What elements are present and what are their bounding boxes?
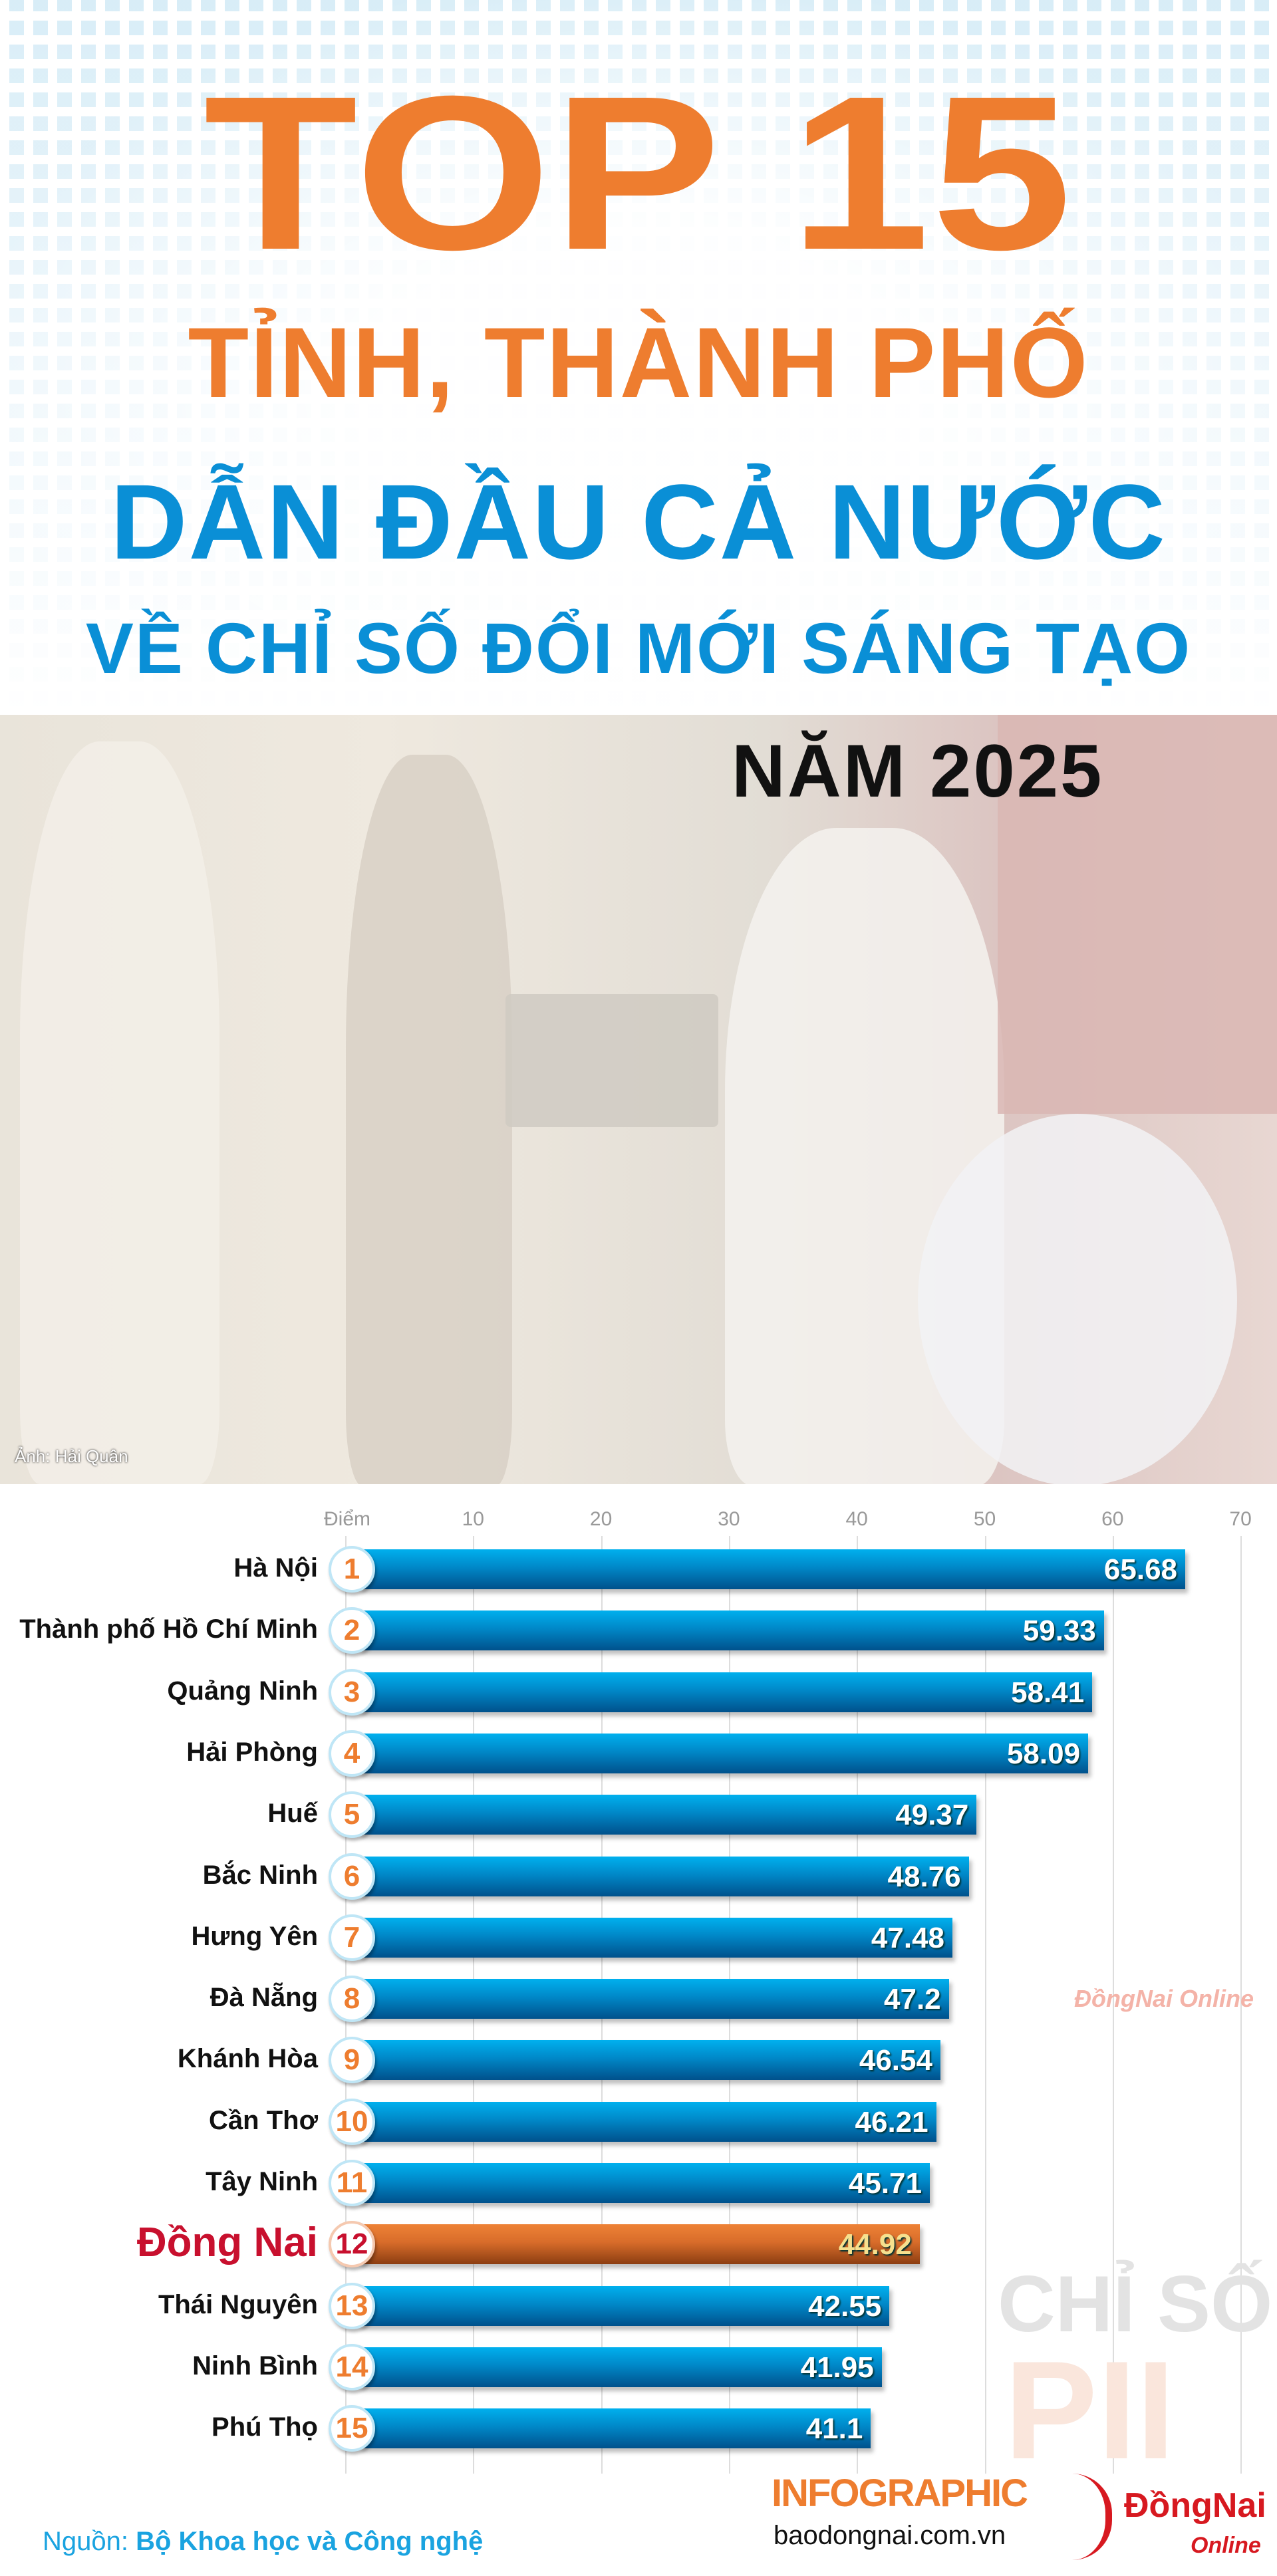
tick-label: 40	[845, 1508, 868, 1530]
rank-badge: 10	[329, 2098, 375, 2145]
data-label: 41.95	[800, 2351, 874, 2384]
data-label: 41.1	[805, 2412, 863, 2446]
data-label: 49.37	[895, 1799, 969, 1832]
bar: 42.55	[359, 2285, 890, 2326]
watermark-pii: PII	[1004, 2332, 1175, 2488]
rank-badge: 9	[329, 2037, 375, 2084]
rank-badge: 1	[329, 1546, 375, 1593]
data-label: 48.76	[887, 1860, 961, 1893]
bar: 41.95	[359, 2347, 882, 2387]
bar: 58.09	[359, 1733, 1089, 1773]
category-label: Quảng Ninh	[167, 1676, 318, 1706]
rank-badge: 6	[329, 1853, 375, 1900]
title-top15: TOP 15	[204, 50, 1073, 295]
data-label: 58.41	[1011, 1676, 1085, 1709]
category-label: Huế	[267, 1799, 318, 1829]
tick-label: 70	[1229, 1508, 1252, 1530]
title-leading: DẪN ĐẦU CẢ NƯỚC	[110, 462, 1167, 581]
category-label: Bắc Ninh	[202, 1860, 318, 1890]
rank-badge: 7	[329, 1914, 375, 1961]
category-label: Hà Nội	[233, 1553, 318, 1583]
category-label: Đồng Nai	[136, 2220, 318, 2266]
source-note: Nguồn: Bộ Khoa học và Công nghệ	[43, 2527, 484, 2556]
category-label: Đà Nẵng	[210, 1983, 318, 2013]
tick-label: 50	[973, 1508, 996, 1530]
category-label: Phú Thọ	[212, 2412, 318, 2442]
brand-logo: ĐồngNai	[1124, 2486, 1266, 2525]
tick-label: 20	[589, 1508, 613, 1530]
category-label: Thái Nguyên	[158, 2289, 318, 2319]
category-label: Hưng Yên	[191, 1921, 318, 1951]
event-photo	[0, 715, 1277, 1484]
bar: 65.68	[359, 1549, 1186, 1589]
data-label: 46.54	[859, 2044, 932, 2077]
bar: 41.1	[359, 2408, 871, 2449]
bar: 58.41	[359, 1672, 1093, 1712]
category-label: Ninh Bình	[192, 2351, 318, 2381]
data-label: 59.33	[1022, 1614, 1096, 1648]
rank-badge: 12	[329, 2221, 375, 2268]
data-label: 44.92	[838, 2228, 912, 2261]
bar: 47.48	[359, 1917, 953, 1958]
category-label: Tây Ninh	[206, 2167, 318, 2196]
brand-logo-sub: Online	[1191, 2533, 1261, 2558]
rank-badge: 3	[329, 1668, 375, 1716]
bar: 59.33	[359, 1610, 1104, 1651]
bar: 45.71	[359, 2163, 930, 2203]
site-url: baodongnai.com.vn	[774, 2521, 1006, 2550]
bar: 49.37	[359, 1795, 977, 1835]
category-label: Khánh Hòa	[177, 2044, 318, 2074]
source-name: Bộ Khoa học và Công nghệ	[136, 2527, 484, 2556]
year-label: NĂM 2025	[732, 729, 1104, 813]
data-label: 47.2	[884, 1983, 941, 2016]
bar: 47.2	[359, 1979, 949, 2019]
watermark-logo: ĐồngNai Online	[1074, 1985, 1254, 2012]
data-label: 42.55	[808, 2289, 882, 2323]
rank-badge: 2	[329, 1607, 375, 1654]
tick-label: 30	[718, 1508, 740, 1530]
tick-label: 60	[1101, 1508, 1124, 1530]
photo-credit: Ảnh: Hải Quân	[15, 1446, 128, 1466]
infographic-label: INFOGRAPHIC	[772, 2472, 1028, 2515]
gridline	[1112, 1536, 1114, 2474]
title-index: VỀ CHỈ SỐ ĐỔI MỚI SÁNG TẠO	[85, 608, 1192, 688]
data-label: 58.09	[1006, 1737, 1081, 1770]
gridline	[1240, 1536, 1242, 2474]
rank-badge: 11	[329, 2160, 375, 2206]
rank-badge: 8	[329, 1976, 375, 2023]
hero-background	[0, 0, 1277, 715]
data-label: 65.68	[1103, 1553, 1178, 1586]
bar: 46.21	[359, 2101, 936, 2142]
gridline	[984, 1536, 986, 2474]
rank-badge: 13	[329, 2282, 375, 2329]
category-label: Cần Thơ	[209, 2105, 318, 2135]
rank-badge: 14	[329, 2343, 375, 2390]
category-label: Hải Phòng	[186, 1737, 318, 1767]
bar: 44.92	[359, 2224, 920, 2265]
category-label: Thành phố Hồ Chí Minh	[19, 1614, 318, 1644]
axis-label: Điểm	[323, 1508, 371, 1530]
rank-badge: 5	[329, 1791, 375, 1839]
title-provinces: TỈNH, THÀNH PHỐ	[188, 307, 1089, 418]
tick-label: 10	[462, 1508, 484, 1530]
rank-badge: 4	[329, 1730, 375, 1777]
data-label: 47.48	[871, 1921, 945, 1954]
watermark-chi-so: CHỈ SỐ	[998, 2259, 1273, 2349]
data-label: 45.71	[848, 2167, 922, 2200]
data-label: 46.21	[855, 2105, 928, 2138]
brand-logo-icon	[1072, 2474, 1112, 2560]
rank-badge: 15	[329, 2405, 375, 2452]
bar: 48.76	[359, 1856, 969, 1896]
bar: 46.54	[359, 2040, 940, 2081]
